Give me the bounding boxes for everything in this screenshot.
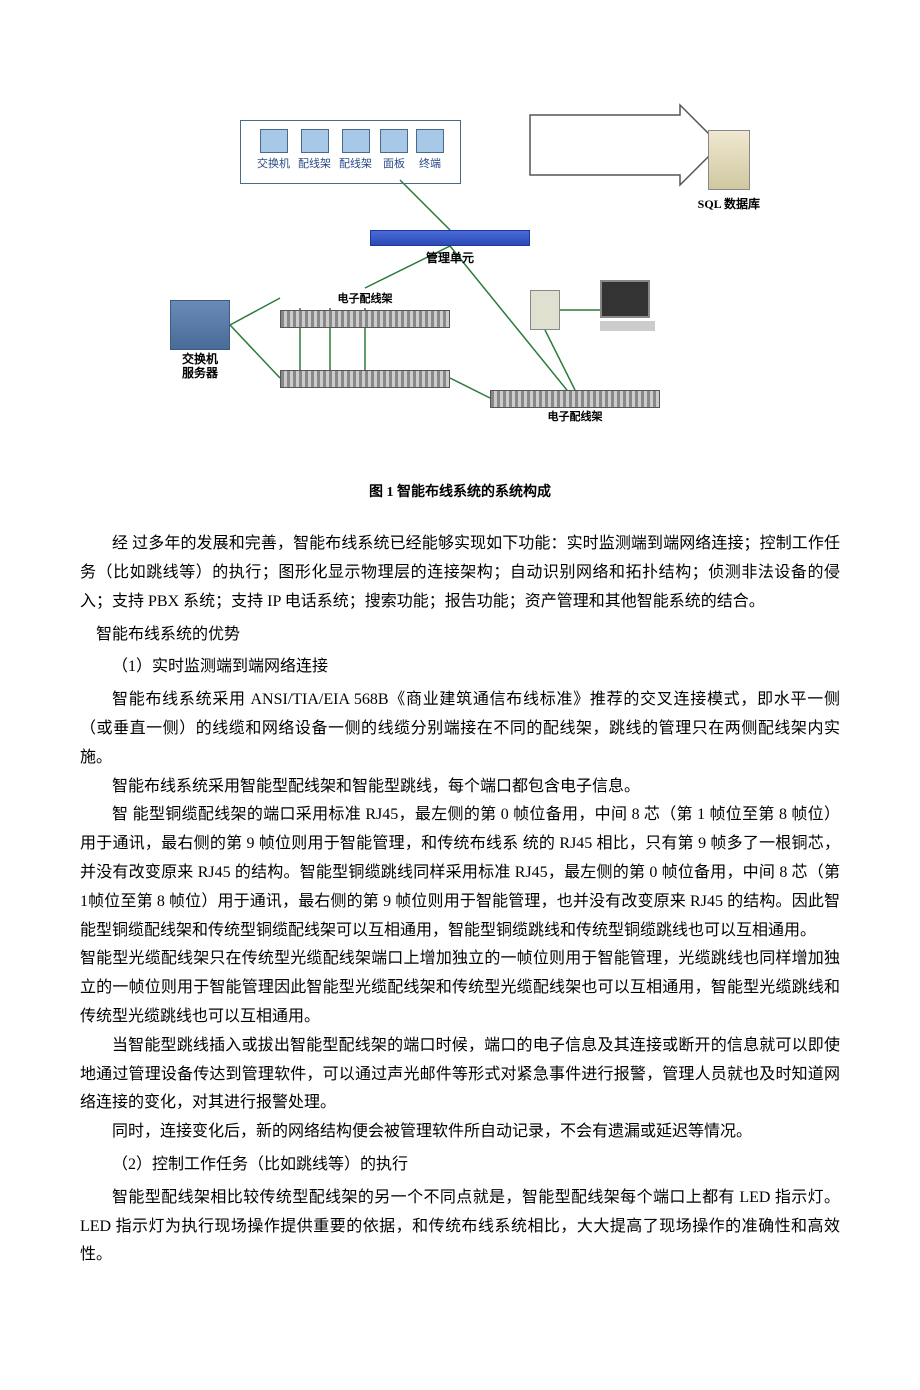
database-icon <box>708 130 750 190</box>
panel-label: 电子配线架 <box>338 290 393 310</box>
terminal-icon <box>416 129 444 153</box>
management-unit: 管理单元 <box>370 230 530 270</box>
patch-icon <box>342 129 370 153</box>
paragraph-5: 智能型光缆配线架只在传统型光缆配线架端口上增加独立的一帧位则用于智能管理，光缆跳… <box>80 945 840 1031</box>
keyboard-icon <box>600 321 655 331</box>
switch-label-1: 交换机 <box>182 352 218 366</box>
figure-caption: 图 1 智能布线系统的系统构成 <box>80 480 840 505</box>
diagram: 交换机 配线架 配线架 面板 终端 SQL 数据库 管理单元 <box>180 100 740 460</box>
switch-icon <box>260 129 288 153</box>
patch-panel-3: 电子配线架 <box>490 390 660 428</box>
paragraph-4: 智 能型铜缆配线架的端口采用标准 RJ45，最左侧的第 0 帧位备用，中间 8 … <box>80 801 840 945</box>
patch-panel-2 <box>280 370 450 388</box>
paragraph-3: 智能布线系统采用智能型配线架和智能型跳线，每个端口都包含电子信息。 <box>80 773 840 802</box>
top-device-row: 交换机 配线架 配线架 面板 终端 <box>240 120 461 184</box>
device-label: 交换机 <box>257 155 290 175</box>
device-terminal: 终端 <box>416 129 444 175</box>
patch-icon <box>301 129 329 153</box>
faceplate <box>530 290 560 330</box>
device-faceplate: 面板 <box>380 129 408 175</box>
subsection-heading-2: （2）控制工作任务（比如跳线等）的执行 <box>80 1151 840 1180</box>
device-label: 配线架 <box>339 155 372 175</box>
mgmt-label: 管理单元 <box>426 248 474 270</box>
paragraph-2: 智能布线系统采用 ANSI/TIA/EIA 568B《商业建筑通信布线标准》推荐… <box>80 686 840 772</box>
patch-panel-1: 电子配线架 <box>280 290 450 328</box>
paragraph-intro: 经 过多年的发展和完善，智能布线系统已经能够实现如下功能：实时监测端到端网络连接… <box>80 530 840 616</box>
switch-label-2: 服务器 <box>182 366 218 380</box>
device-switch: 交换机 <box>257 129 290 175</box>
device-patch1: 配线架 <box>298 129 331 175</box>
panel-bar-icon <box>280 370 450 388</box>
top-box: 交换机 配线架 配线架 面板 终端 <box>240 120 461 184</box>
subsection-heading-1: （1）实时监测端到端网络连接 <box>80 653 840 682</box>
device-label: 配线架 <box>298 155 331 175</box>
panel-bar-icon <box>280 310 450 328</box>
paragraph-6: 当智能型跳线插入或拔出智能型配线架的端口时候，端口的电子信息及其连接或断开的信息… <box>80 1032 840 1118</box>
section-heading-advantages: 智能布线系统的优势 <box>80 621 840 650</box>
paragraph-7: 同时，连接变化后，新的网络结构便会被管理软件所自动记录，不会有遗漏或延迟等情况。 <box>80 1118 840 1147</box>
faceplate-icon <box>380 129 408 153</box>
switch-label: 交换机 服务器 <box>182 352 218 381</box>
panel-bar-icon <box>490 390 660 408</box>
sql-database: SQL 数据库 <box>698 130 760 216</box>
mgmt-bar-icon <box>370 230 530 246</box>
panel-label: 电子配线架 <box>548 408 603 428</box>
pc-terminal <box>600 280 660 335</box>
server-icon <box>170 300 230 350</box>
db-label: SQL 数据库 <box>698 194 760 216</box>
switch-server: 交换机 服务器 <box>170 300 230 381</box>
device-label: 终端 <box>419 155 441 175</box>
device-label: 面板 <box>383 155 405 175</box>
monitor-icon <box>600 280 650 318</box>
device-patch2: 配线架 <box>339 129 372 175</box>
paragraph-8: 智能型配线架相比较传统型配线架的另一个不同点就是，智能型配线架每个端口上都有 L… <box>80 1184 840 1270</box>
